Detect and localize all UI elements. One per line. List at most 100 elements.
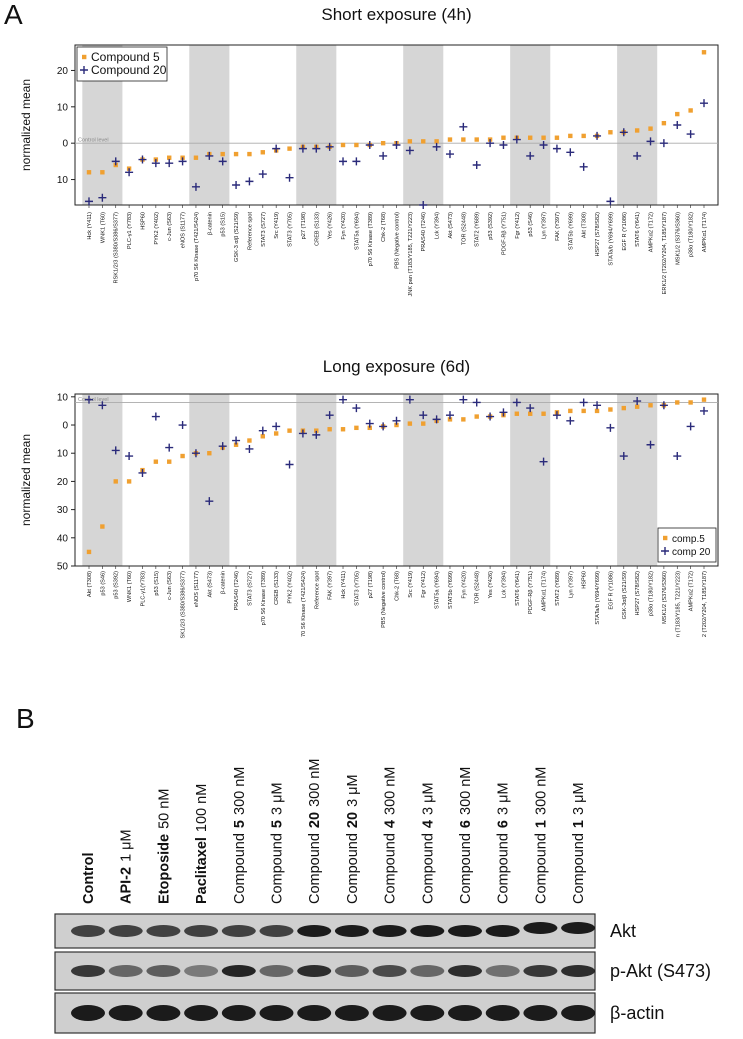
point xyxy=(233,151,239,157)
x-tick-label: Src (Y419) xyxy=(274,212,280,239)
point xyxy=(659,401,668,410)
point xyxy=(151,412,160,421)
x-tick-label: PDGF-Rβ (Y751) xyxy=(528,571,534,614)
lane-label-part: 1 xyxy=(533,820,549,828)
blot-band xyxy=(297,925,332,937)
point xyxy=(499,141,508,149)
y-axis-label: normalized mean xyxy=(19,434,33,526)
x-tick-label: β-catenin xyxy=(221,571,227,594)
x-tick-label: c-Jun (S63) xyxy=(167,571,173,600)
blot-band xyxy=(71,925,105,937)
x-tick-label: c-Jun (S63) xyxy=(167,212,173,241)
lane-label-part: 300 nM xyxy=(307,759,323,807)
point xyxy=(100,524,105,529)
row-label: β-actin xyxy=(610,1003,664,1023)
x-tick-label: p53 (S46) xyxy=(528,212,534,237)
legend-marker xyxy=(80,66,88,74)
x-tick-label: Akt (T308) xyxy=(87,571,93,597)
point xyxy=(167,459,172,464)
point xyxy=(700,99,708,108)
point xyxy=(98,193,107,202)
point xyxy=(421,139,426,144)
point xyxy=(232,181,241,189)
lane-label-part: 100 nM xyxy=(194,784,210,832)
x-tick-label: Lck (Y394) xyxy=(435,212,441,239)
x-tick-label: Reference spot xyxy=(314,571,320,609)
x-tick-label: STAT5b (Y699) xyxy=(448,571,454,609)
lane-label: API-2 1 μM xyxy=(119,829,135,904)
blot-band xyxy=(448,1005,482,1021)
point xyxy=(701,397,707,402)
point xyxy=(474,414,479,419)
point xyxy=(646,137,655,146)
point xyxy=(287,428,292,433)
point xyxy=(205,497,214,506)
point xyxy=(688,108,693,113)
point xyxy=(646,440,655,449)
lane-label-part: Compound xyxy=(533,833,549,904)
point xyxy=(272,144,281,153)
point xyxy=(380,140,386,146)
point xyxy=(501,135,506,140)
x-tick-label: HSP27 (S78/S82) xyxy=(595,212,601,257)
lane-label-part: Compound xyxy=(496,833,512,904)
point xyxy=(247,438,252,443)
lane-label-part: Compound xyxy=(307,833,323,904)
x-tick-label: p70 S6 Kinase (T421/S424) xyxy=(194,212,200,281)
point xyxy=(340,427,346,432)
x-tick-label: PLC-γ1(Y783) xyxy=(140,571,146,607)
blot-band xyxy=(184,1005,219,1021)
point xyxy=(285,460,294,469)
lane-label-part: 20 xyxy=(307,812,323,828)
blot-band xyxy=(71,1005,105,1021)
y-tick-label: 40 xyxy=(57,533,69,544)
point xyxy=(472,398,481,407)
x-tick-label: Fgr (Y412) xyxy=(421,571,427,598)
x-tick-label: Src (Y419) xyxy=(408,571,414,598)
point xyxy=(325,411,334,420)
point xyxy=(392,141,401,149)
blot-band xyxy=(71,965,105,977)
point xyxy=(405,146,414,155)
point xyxy=(191,182,200,191)
point xyxy=(233,442,239,447)
x-tick-label: p53 (S392) xyxy=(114,571,120,599)
blot-band xyxy=(485,965,520,977)
point xyxy=(260,150,266,155)
legend-marker xyxy=(663,535,668,541)
blot-band xyxy=(108,1005,143,1021)
shaded-band xyxy=(189,45,230,205)
x-tick-label: Chk-2 (T68) xyxy=(395,571,401,601)
blot-band xyxy=(221,925,256,937)
x-tick-label: p53 (S46) xyxy=(100,571,106,596)
x-tick-label: PRAS40 (T246) xyxy=(421,212,427,252)
point xyxy=(218,442,227,451)
blot-band xyxy=(259,925,294,937)
x-tick-label: Fyn (Y420) xyxy=(341,212,347,240)
point xyxy=(701,50,707,55)
x-tick-label: STAT2 (Y689) xyxy=(475,212,481,247)
blot-band xyxy=(297,1005,332,1021)
x-tick-label: PBS (Negative control) xyxy=(381,571,387,628)
point xyxy=(486,412,495,421)
point xyxy=(207,451,212,456)
x-tick-label: eNOS (S1177) xyxy=(181,212,187,248)
point xyxy=(447,417,453,422)
point xyxy=(659,139,668,148)
x-tick-label: n (T183/Y185, T221/Y223) xyxy=(675,571,681,637)
x-tick-label: Reference spot xyxy=(247,212,253,250)
point xyxy=(394,422,399,428)
point xyxy=(365,141,374,149)
x-tick-label: Lyn (Y397) xyxy=(542,212,548,239)
point xyxy=(593,401,602,410)
blot-band xyxy=(184,965,219,977)
lane-label-part: 4 xyxy=(420,820,436,828)
point xyxy=(325,142,334,151)
x-tick-label: MSK1/2 (S376/S360) xyxy=(675,212,681,265)
point xyxy=(526,151,535,160)
point xyxy=(566,148,575,157)
point xyxy=(273,431,279,436)
point xyxy=(527,135,533,140)
point xyxy=(421,421,426,426)
lane-label-part: API-2 xyxy=(119,867,135,904)
